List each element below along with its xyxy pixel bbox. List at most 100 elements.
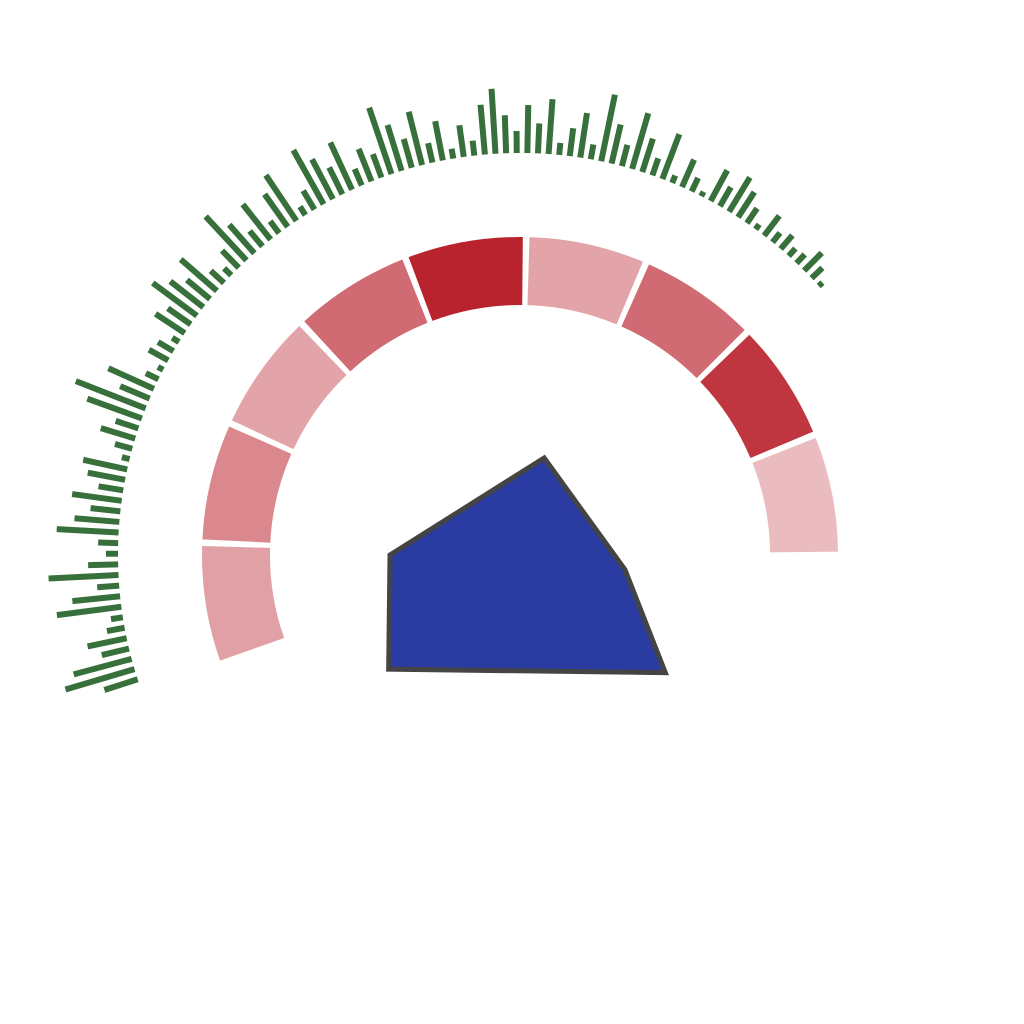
radial-bar [227, 222, 257, 256]
radial-bar [400, 138, 415, 169]
radial-bar [168, 279, 206, 310]
radial-bar [156, 339, 176, 354]
radial-bar [98, 483, 124, 494]
radial-bar [247, 229, 265, 249]
polygon [386, 454, 670, 676]
ring-segment [621, 264, 745, 379]
radial-bar [64, 666, 136, 693]
radial-bar [240, 202, 274, 242]
radial-bar [86, 635, 128, 650]
radial-bar [649, 157, 662, 177]
radial-bar [384, 124, 405, 172]
radial-bar [469, 140, 478, 156]
radial-bar [425, 142, 436, 164]
radial-bar [185, 277, 212, 302]
radial-bar [735, 190, 757, 219]
ring-segment [700, 334, 814, 459]
radial-bar [456, 124, 467, 158]
radial-bar [326, 166, 346, 196]
radial-bar [156, 364, 165, 373]
radial-bar [513, 130, 520, 154]
radial-bar [87, 469, 126, 483]
radial-bar [639, 137, 656, 173]
ring-segment [527, 237, 643, 325]
radial-bar [577, 112, 590, 158]
radial-bar [97, 582, 120, 591]
radial-bar [147, 347, 170, 364]
radial-bar [717, 185, 734, 208]
radial-bar [114, 441, 134, 452]
radial-bar [170, 335, 181, 345]
radial-bar [99, 425, 137, 442]
radial-bar [297, 205, 308, 217]
radial-bar [534, 123, 543, 154]
radial-bar [82, 456, 128, 473]
radial-bar [629, 112, 652, 170]
radial-bar [107, 365, 156, 392]
radial-bar [114, 418, 140, 432]
radial-bar [72, 655, 133, 678]
radial-bar [119, 383, 151, 402]
radial-bar [351, 167, 365, 187]
radial-bar [103, 676, 139, 693]
radial-bar [150, 280, 199, 319]
radial-bar [355, 147, 375, 183]
radial-bar [809, 265, 825, 281]
radial-bar [327, 141, 355, 192]
radial-bar [587, 143, 597, 160]
ring-segment [202, 426, 292, 543]
ring-segment [231, 325, 347, 450]
radial-bar [88, 561, 119, 569]
radial-bar [669, 174, 679, 185]
radial-bar [698, 190, 707, 198]
radial-bar [448, 148, 457, 160]
radial-bar [432, 120, 446, 162]
radial-bar [48, 572, 119, 582]
radial-bar [770, 230, 783, 245]
radial-bar [153, 311, 187, 336]
radial-bar [618, 144, 631, 167]
radial-bar [566, 127, 577, 157]
radial-bar [56, 603, 122, 619]
radial-bar [744, 206, 760, 225]
radial-bar [74, 515, 120, 525]
radial-bar [106, 624, 126, 634]
radial-bar [405, 111, 425, 166]
ring-segment [408, 237, 523, 321]
radial-bar [90, 505, 121, 515]
ring-segment [202, 545, 285, 661]
radial-bar [300, 189, 317, 212]
radial-bar [688, 176, 701, 193]
radial-bar [262, 192, 291, 229]
radial-bar [370, 153, 385, 179]
radial-bar [110, 614, 124, 623]
radial-bar [488, 88, 499, 154]
radial-bar [101, 645, 130, 658]
radial-bar [222, 266, 234, 278]
radial-bar [86, 395, 143, 422]
radial-bar [166, 305, 193, 327]
radial-bar [501, 115, 510, 154]
radial-bar [726, 175, 753, 214]
radial-bar [679, 158, 697, 189]
radial-bar [556, 142, 564, 156]
radial-bar [121, 454, 131, 462]
radial-bar [144, 370, 160, 382]
radial-bar [778, 233, 795, 251]
radial-bar [761, 213, 782, 238]
ring-segment [752, 437, 838, 553]
radial-bar [56, 526, 119, 536]
radial-bar [72, 593, 121, 605]
radial-bar [71, 491, 123, 504]
radial-bar [801, 250, 824, 273]
radial-bar [477, 104, 488, 155]
radial-bar [545, 98, 556, 155]
radial-bar [263, 173, 299, 223]
radial-bar [524, 105, 532, 154]
radial-bar [178, 257, 219, 294]
radial-bar [753, 222, 762, 232]
radial-bar [366, 106, 395, 176]
radial-bar [659, 133, 683, 181]
radial-bar [267, 219, 282, 235]
